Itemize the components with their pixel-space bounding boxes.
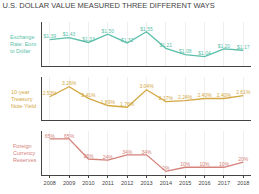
svg-text:2009: 2009 [63, 180, 75, 186]
svg-text:2013: 2013 [140, 180, 152, 186]
svg-text:34%: 34% [122, 149, 133, 155]
svg-text:$1.33: $1.33 [82, 36, 95, 42]
svg-text:2.53%: 2.53% [43, 90, 58, 96]
svg-text:ForeignCurrencyReserves: ForeignCurrencyReserves [13, 143, 36, 163]
svg-text:2008: 2008 [44, 180, 56, 186]
svg-text:65%: 65% [45, 133, 56, 139]
svg-text:10%: 10% [180, 161, 191, 167]
svg-text:1.76%: 1.76% [120, 101, 135, 107]
svg-text:10%: 10% [200, 161, 211, 167]
svg-text:2016: 2016 [198, 180, 210, 186]
svg-text:3.26%: 3.26% [62, 80, 77, 86]
svg-text:U.S. DOLLAR VALUE MEASURED THR: U.S. DOLLAR VALUE MEASURED THREE DIFFERE… [3, 1, 215, 10]
svg-text:$1.17: $1.17 [237, 44, 250, 50]
svg-text:20%: 20% [238, 156, 249, 162]
svg-text:$1.21: $1.21 [160, 42, 173, 48]
svg-text:$1.43: $1.43 [63, 31, 76, 37]
svg-text:2.24%: 2.24% [178, 94, 193, 100]
svg-text:2018: 2018 [237, 180, 249, 186]
svg-text:2010: 2010 [82, 180, 94, 186]
svg-text:$1.32: $1.32 [121, 37, 134, 43]
svg-text:2%: 2% [162, 165, 170, 171]
svg-text:26%: 26% [83, 153, 94, 159]
svg-text:34%: 34% [141, 149, 152, 155]
svg-text:1.89%: 1.89% [101, 99, 116, 105]
svg-text:10-yearTreasuryNote Yield: 10-yearTreasuryNote Yield [11, 89, 36, 109]
svg-text:2017: 2017 [218, 180, 230, 186]
svg-text:$1.39: $1.39 [43, 33, 56, 39]
svg-text:2.40%: 2.40% [217, 92, 232, 98]
svg-text:$1.08: $1.08 [179, 48, 192, 54]
svg-text:2011: 2011 [102, 180, 114, 186]
svg-text:2012: 2012 [121, 180, 133, 186]
svg-text:ExchangeRate: Euroto Dollar: ExchangeRate: Euroto Dollar [10, 34, 36, 54]
svg-text:2.61%: 2.61% [236, 89, 251, 95]
svg-text:2015: 2015 [179, 180, 191, 186]
svg-text:2.41%: 2.41% [81, 92, 96, 98]
svg-text:3.04%: 3.04% [139, 83, 154, 89]
svg-text:10%: 10% [219, 161, 230, 167]
svg-text:$1.04: $1.04 [198, 50, 211, 56]
svg-text:65%: 65% [64, 133, 75, 139]
svg-text:$1.20: $1.20 [218, 43, 231, 49]
svg-text:$1.50: $1.50 [102, 28, 115, 34]
svg-text:2014: 2014 [160, 180, 172, 186]
svg-text:2.40%: 2.40% [197, 92, 212, 98]
svg-text:$1.55: $1.55 [140, 26, 153, 32]
svg-text:2.17%: 2.17% [159, 95, 174, 101]
svg-text:24%: 24% [103, 154, 114, 160]
